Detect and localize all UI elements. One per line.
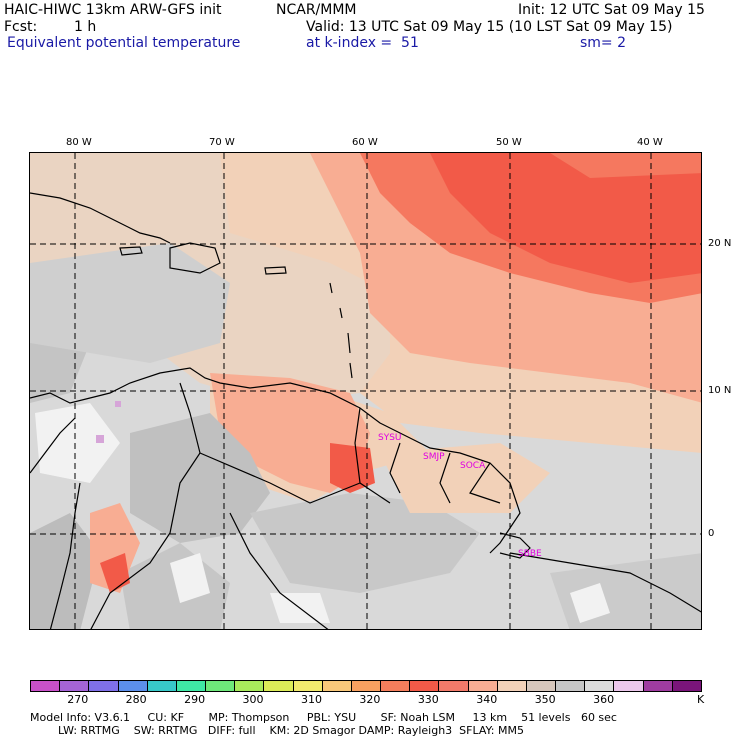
colorbar-swatch — [468, 681, 498, 691]
colorbar-swatch — [439, 681, 469, 691]
colorbar-swatch — [381, 681, 411, 691]
lat-label-20n: 20 N — [708, 238, 732, 249]
colorbar-label: 350 — [534, 693, 556, 706]
colorbar-swatch — [264, 681, 294, 691]
lon-label-50w: 50 W — [496, 137, 522, 148]
colorbar-label: 310 — [300, 693, 322, 706]
lon-label-80w: 80 W — [66, 137, 92, 148]
colorbar-swatch — [206, 681, 236, 691]
colorbar-label: 330 — [417, 693, 439, 706]
station-label-sbbe: SBBE — [518, 549, 542, 559]
colorbar-unit: K — [697, 693, 705, 706]
lat-label-0: 0 — [708, 528, 715, 539]
colorbar-swatch — [497, 681, 527, 691]
colorbar-label: 270 — [67, 693, 89, 706]
colorbar-swatch — [672, 681, 701, 691]
colorbar-swatch — [89, 681, 119, 691]
colorbar-label: 300 — [242, 693, 264, 706]
colorbar-swatch — [351, 681, 382, 691]
model-info-line2: LW: RRTMG SW: RRTMG DIFF: full KM: 2D Sm… — [30, 724, 524, 737]
colorbar-swatch — [614, 681, 644, 691]
colorbar-label: 360 — [593, 693, 615, 706]
smoothing-label: sm= 2 — [580, 35, 627, 51]
valid-time: Valid: 13 UTC Sat 09 May 15 (10 LST Sat … — [306, 19, 673, 35]
org-label: NCAR/MMM — [276, 2, 357, 18]
colorbar-label: 280 — [125, 693, 147, 706]
colorbar-swatch — [293, 681, 323, 691]
colorbar-swatch — [585, 681, 615, 691]
station-label-smjp: SMJP — [423, 452, 445, 462]
colorbar-swatch — [147, 681, 177, 691]
colorbar-swatch — [556, 681, 586, 691]
colorbar-swatch — [526, 681, 557, 691]
forecast-value: 1 h — [74, 19, 97, 35]
colorbar-swatch — [118, 681, 148, 691]
init-time: Init: 12 UTC Sat 09 May 15 — [518, 2, 705, 18]
colorbar-swatch — [643, 681, 673, 691]
colorbar-swatch — [176, 681, 207, 691]
colorbar-swatch — [235, 681, 265, 691]
colorbar-label: 340 — [476, 693, 498, 706]
equivalent-potential-temperature-map — [30, 153, 701, 629]
lon-label-60w: 60 W — [352, 137, 378, 148]
colorbar-label: 320 — [359, 693, 381, 706]
level-label: at k-index = 51 — [306, 35, 419, 51]
station-label-sysu: SYSU — [378, 433, 402, 443]
colorbar-label: 290 — [184, 693, 206, 706]
colorbar-swatch — [31, 681, 61, 691]
colorbar-swatch — [410, 681, 440, 691]
lat-label-10n: 10 N — [708, 385, 732, 396]
model-title: HAIC-HIWC 13km ARW-GFS init — [4, 2, 222, 18]
colorbar-swatch — [322, 681, 352, 691]
map-panel — [29, 152, 702, 630]
field-name: Equivalent potential temperature — [7, 35, 241, 51]
forecast-label: Fcst: — [4, 19, 38, 35]
colorbar-swatch — [60, 681, 90, 691]
lon-label-70w: 70 W — [209, 137, 235, 148]
model-info-line1: Model Info: V3.6.1 CU: KF MP: Thompson P… — [30, 711, 617, 724]
station-label-soca: SOCA — [460, 461, 486, 471]
colorbar — [30, 680, 702, 692]
lon-label-40w: 40 W — [637, 137, 663, 148]
